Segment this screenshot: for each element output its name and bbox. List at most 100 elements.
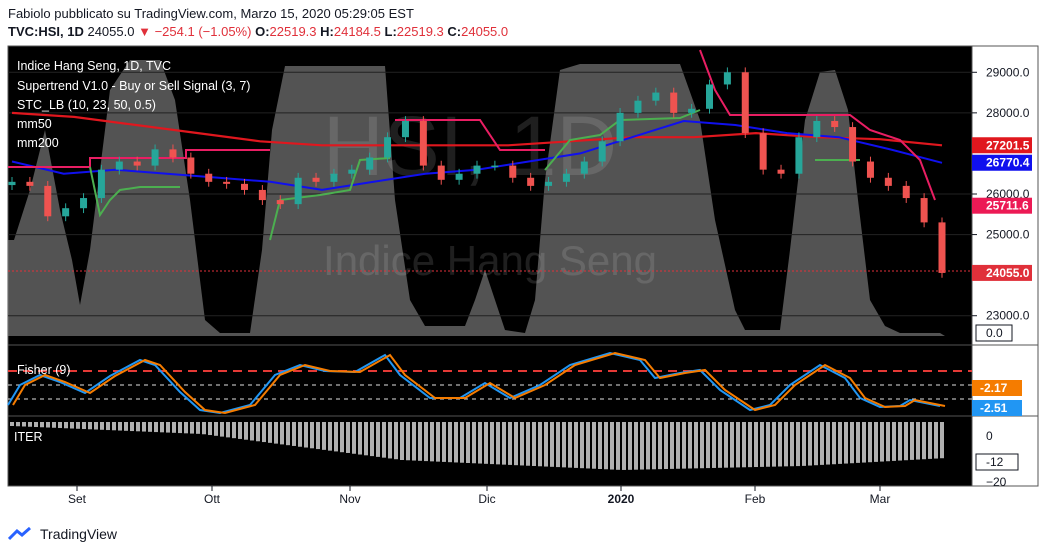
iter-bar [820, 422, 824, 465]
iter-bar [664, 422, 668, 470]
iter-bar [514, 422, 518, 466]
supertrend-line [699, 49, 936, 201]
iter-bar [328, 422, 332, 451]
iter-bar [616, 422, 620, 470]
iter-bar [472, 422, 476, 464]
time-tick-label: Set [68, 492, 87, 506]
iter-bar [460, 422, 464, 463]
candle-body [366, 157, 374, 170]
iter-bar [412, 422, 416, 461]
candle-body [276, 200, 284, 205]
iter-bar [94, 422, 98, 430]
iter-bar [508, 422, 512, 465]
iter-bar [424, 422, 428, 462]
time-tick-label: Nov [339, 492, 360, 506]
iter-bar [610, 422, 614, 470]
iter-bar [22, 422, 26, 427]
iter-bar [166, 422, 170, 433]
iter-bar [922, 422, 926, 460]
candle-body [849, 127, 857, 162]
candle-body [223, 181, 231, 184]
iter-bar [214, 422, 218, 436]
candle-body [419, 120, 427, 166]
high-value: 24184.5 [333, 24, 381, 39]
candle-body [688, 108, 696, 113]
candle-body [759, 133, 767, 170]
iter-bar [40, 422, 44, 428]
legend-title: Indice Hang Seng, 1D, TVC [17, 59, 171, 73]
iter-bar [286, 422, 290, 446]
iter-bar [136, 422, 140, 432]
candle-body [795, 137, 803, 174]
iter-bar [112, 422, 116, 431]
iter-bar [118, 422, 122, 431]
legend-stc: STC_LB (10, 23, 50, 0.5) [17, 98, 156, 112]
price-tick-label: 29000.0 [986, 65, 1030, 79]
iter-bar [886, 422, 890, 462]
time-tick-label: Ott [204, 492, 221, 506]
candle-body [294, 177, 302, 205]
iter-bar [790, 422, 794, 467]
candle-body [920, 198, 928, 223]
close-label: C: [447, 24, 462, 39]
candle-body [491, 165, 499, 168]
ohlc-line: TVC:HSI, 1D 24055.0 ▼ −254.1 (−1.05%) O:… [8, 24, 508, 39]
iter-bar [868, 422, 872, 463]
iter-bar [352, 422, 356, 454]
stc-value-label: 0.0 [986, 326, 1003, 340]
iter-bar [484, 422, 488, 464]
iter-bar [280, 422, 284, 445]
iter-bar [130, 422, 134, 432]
candle-body [831, 120, 839, 128]
iter-bar [250, 422, 254, 441]
iter-bar [448, 422, 452, 463]
iter-bar [796, 422, 800, 467]
iter-bar [184, 422, 188, 434]
iter-tick-low: −20 [986, 475, 1007, 489]
iter-bar [238, 422, 242, 439]
iter-bar [634, 422, 638, 470]
iter-bar [298, 422, 302, 447]
iter-bar [196, 422, 200, 434]
iter-value-label: -12 [986, 455, 1004, 469]
candle-body [723, 72, 731, 85]
iter-bar [832, 422, 836, 465]
iter-bar [52, 422, 56, 428]
watermark: HSI, 1D Indice Hang Seng [323, 99, 657, 284]
iter-bar [226, 422, 230, 438]
iter-bar [814, 422, 818, 466]
candle-body [706, 84, 713, 109]
iter-bar [454, 422, 458, 463]
iter-bar [874, 422, 878, 462]
iter-bar [574, 422, 578, 468]
candle-body [509, 165, 517, 178]
iter-bar [208, 422, 212, 436]
time-tick-label: 2020 [608, 492, 635, 506]
price-badge [972, 137, 1032, 154]
iter-bar [910, 422, 914, 460]
iter-bar [544, 422, 548, 467]
candles [8, 67, 946, 278]
iter-bar [688, 422, 692, 469]
supertrend-line [269, 157, 391, 241]
iter-bar [748, 422, 752, 468]
iter-bar [400, 422, 404, 460]
iter-bar [406, 422, 410, 461]
iter-bar [538, 422, 542, 467]
iter-bar [496, 422, 500, 465]
iter-bar [640, 422, 644, 470]
price-badge-label: 27201.5 [986, 138, 1030, 152]
symbol: TVC:HSI, 1D [8, 24, 84, 39]
iter-bar [430, 422, 434, 462]
iter-bar [88, 422, 92, 430]
tradingview-logo[interactable]: TradingView [8, 526, 117, 542]
iter-bar [904, 422, 908, 461]
iter-tick-0: 0 [986, 429, 993, 443]
candle-body [866, 161, 874, 178]
candle-body [670, 92, 678, 113]
candle-body [62, 208, 70, 217]
iter-bar [700, 422, 704, 469]
price-badge [972, 197, 1032, 214]
time-tick-label: Mar [870, 492, 891, 506]
